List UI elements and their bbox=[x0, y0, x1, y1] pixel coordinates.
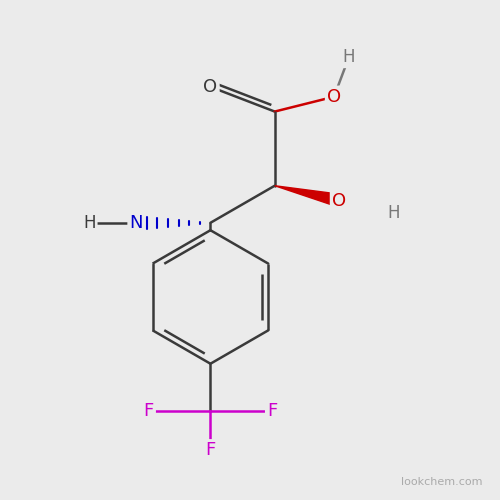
Text: F: F bbox=[267, 402, 278, 419]
Text: H: H bbox=[83, 214, 96, 232]
Polygon shape bbox=[274, 186, 340, 207]
Text: O: O bbox=[204, 78, 218, 96]
Text: H: H bbox=[387, 204, 400, 222]
Text: O: O bbox=[332, 192, 346, 210]
Text: F: F bbox=[206, 442, 216, 459]
Text: N: N bbox=[130, 214, 143, 232]
Text: lookchem.com: lookchem.com bbox=[401, 478, 482, 488]
Text: O: O bbox=[327, 88, 341, 106]
Text: F: F bbox=[144, 402, 154, 419]
Text: H: H bbox=[342, 48, 355, 66]
